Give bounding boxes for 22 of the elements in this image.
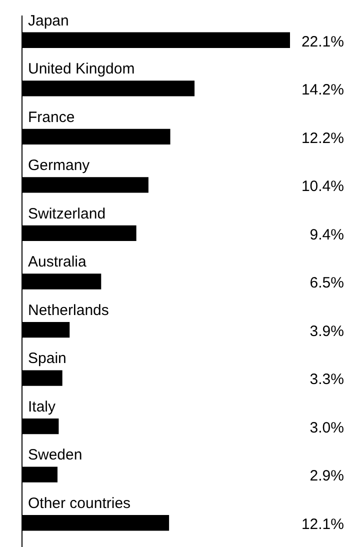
y-tick-label: Japan — [28, 12, 69, 30]
y-tick-label: Italy — [28, 398, 56, 416]
data-label: 10.4% — [301, 178, 344, 196]
data-label: 22.1% — [301, 33, 344, 50]
data-label: 3.3% — [310, 371, 344, 388]
y-tick-label: Australia — [28, 254, 88, 271]
y-tick-label: Other countries — [28, 495, 131, 512]
y-tick-label: Germany — [28, 157, 90, 174]
y-tick-label: Spain — [28, 350, 66, 368]
data-label: 2.9% — [310, 468, 344, 485]
y-tick-label: Sweden — [28, 446, 82, 464]
data-label: 3.9% — [310, 322, 344, 340]
y-tick-label: Netherlands — [28, 302, 109, 319]
data-label: 12.1% — [301, 516, 344, 534]
data-label: 12.2% — [301, 130, 344, 147]
data-label: 14.2% — [301, 82, 344, 99]
y-tick-label: Switzerland — [28, 205, 106, 222]
data-label: 6.5% — [310, 274, 344, 292]
data-label: 9.4% — [310, 226, 344, 244]
y-tick-label: United Kingdom — [28, 60, 135, 78]
data-label: 3.0% — [310, 419, 344, 436]
y-tick-label: France — [28, 108, 75, 126]
